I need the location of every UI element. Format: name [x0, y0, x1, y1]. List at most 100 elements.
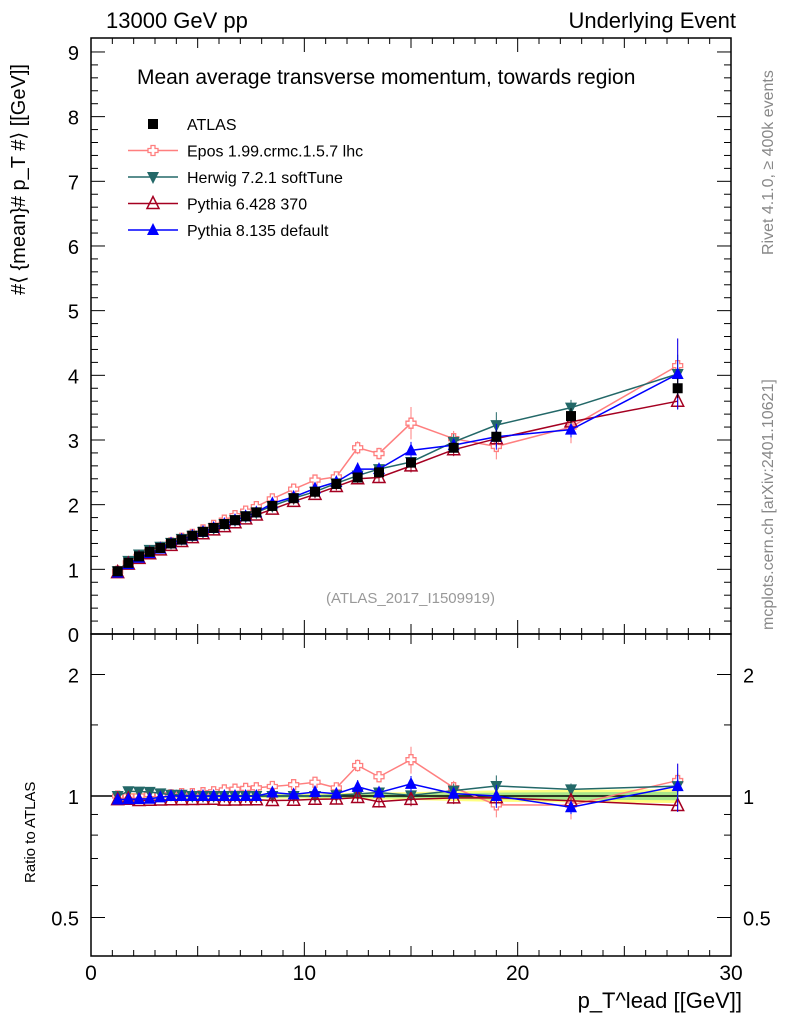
- data-point-atlas: [112, 566, 123, 577]
- data-point-atlas: [187, 530, 198, 541]
- legend-marker-atlas: [148, 119, 158, 129]
- series-line-pythia: [117, 400, 678, 574]
- ratio-point-pythia: [197, 789, 209, 801]
- series-line-pythia: [117, 373, 679, 574]
- header-right: Underlying Event: [568, 8, 736, 33]
- y-tick-label: 3: [68, 431, 79, 453]
- data-point-atlas: [240, 511, 251, 522]
- ratio-point-pythia: [266, 785, 279, 798]
- ratio-point-epos: [373, 771, 385, 783]
- y-tick-label: 2: [68, 496, 79, 518]
- data-point-atlas: [166, 538, 176, 549]
- data-point-atlas: [208, 522, 219, 533]
- data-point-atlas: [448, 442, 459, 453]
- data-point-pythia: [565, 422, 577, 435]
- data-point-atlas: [144, 546, 155, 557]
- ratio-point-pythia: [250, 789, 263, 801]
- data-point-epos: [405, 417, 417, 429]
- ratio-y-tick-label: 2: [68, 666, 79, 688]
- data-point-epos: [352, 442, 364, 454]
- legend-label-herwig: Herwig 7.2.1 softTune: [187, 170, 343, 187]
- ratio-point-pythia: [175, 789, 188, 801]
- ratio-y-tick-label-right: 1: [743, 787, 754, 809]
- ratio-point-herwig: [565, 784, 577, 797]
- data-point-atlas: [352, 472, 363, 483]
- ratio-point-pythia: [218, 789, 231, 801]
- data-point-atlas: [198, 526, 208, 537]
- data-point-atlas: [251, 507, 262, 518]
- data-point-pythia: [351, 462, 364, 475]
- x-axis-label: p_T^lead [[GeV]]: [577, 988, 742, 1013]
- data-point-atlas: [219, 519, 230, 530]
- data-point-atlas: [310, 486, 320, 497]
- ratio-point-pythia: [307, 790, 323, 805]
- ratio-point-pythia: [122, 792, 135, 805]
- data-point-epos: [309, 474, 321, 486]
- ratio-point-pythia: [239, 789, 252, 801]
- ratio-point-pythia: [154, 790, 167, 803]
- ratio-y-tick-label: 1: [68, 787, 79, 809]
- y-tick-label: 8: [68, 108, 79, 130]
- y-tick-label: 4: [68, 366, 79, 388]
- ratio-point-epos: [288, 779, 300, 791]
- ratio-y-tick-label-right: 2: [743, 666, 754, 688]
- data-point-atlas: [267, 500, 278, 511]
- ratio-point-pythia: [373, 785, 385, 798]
- ratio-point-pythia: [330, 786, 343, 799]
- ratio-point-pythia: [350, 788, 365, 804]
- legend-label-atlas: ATLAS: [187, 117, 237, 134]
- data-point-atlas: [672, 383, 683, 394]
- ratio-y-tick-label: 0.5: [51, 909, 79, 931]
- series-line-herwig: [117, 373, 678, 572]
- series-line-epos: [117, 364, 679, 572]
- ratio-point-pythia: [229, 789, 241, 801]
- legend-marker-pythia: [147, 223, 159, 235]
- legend-marker-epos: [147, 144, 159, 157]
- ratio-point-pythia: [111, 792, 124, 805]
- data-point-atlas: [230, 515, 240, 526]
- y-tick-label: 6: [68, 237, 79, 259]
- ratio-point-pythia: [447, 786, 460, 799]
- data-point-pythia: [671, 367, 684, 380]
- ratio-point-pythia: [405, 776, 417, 789]
- y-tick-label: 0: [68, 625, 79, 647]
- legend-label-pythia: Pythia 6.428 370: [187, 197, 307, 214]
- ratio-point-pythia: [207, 789, 220, 801]
- ratio-point-pythia: [671, 779, 684, 792]
- data-point-atlas: [406, 457, 416, 468]
- ratio-point-epos: [352, 759, 364, 772]
- data-point-atlas: [374, 467, 384, 478]
- legend-label-pythia: Pythia 8.135 default: [187, 223, 329, 240]
- ratio-point-epos: [405, 754, 417, 766]
- x-tick-label: 0: [85, 962, 97, 985]
- ratio-point-pythia: [133, 791, 145, 804]
- header-left: 13000 GeV pp: [106, 8, 248, 33]
- data-point-atlas: [566, 411, 576, 422]
- ratio-point-pythia: [351, 779, 364, 792]
- data-point-atlas: [123, 557, 134, 568]
- data-point-atlas: [155, 542, 166, 553]
- data-point-atlas: [134, 551, 144, 562]
- x-tick-label: 20: [506, 962, 529, 985]
- x-tick-label: 30: [719, 962, 742, 985]
- ratio-y-tick-label-right: 0.5: [743, 909, 771, 931]
- ratio-point-pythia: [490, 789, 503, 801]
- data-point-atlas: [331, 478, 342, 489]
- data-point-atlas: [176, 534, 187, 545]
- ratio-point-pythia: [403, 790, 419, 806]
- ratio-point-pythia: [309, 785, 321, 798]
- legend-marker-pythia: [145, 194, 161, 210]
- plot-title: Mean average transverse momentum, toward…: [137, 66, 636, 89]
- data-point-atlas: [288, 493, 299, 504]
- data-point-atlas: [491, 431, 502, 442]
- data-point-pythia: [405, 443, 417, 456]
- y-tick-label: 1: [68, 560, 79, 582]
- ratio-point-pythia: [165, 789, 177, 801]
- x-tick-label: 10: [293, 962, 316, 985]
- legend-label-epos: Epos 1.99.crmc.1.5.7 lhc: [187, 144, 363, 161]
- ratio-point-pythia: [287, 787, 300, 800]
- y-tick-label: 9: [68, 43, 79, 65]
- data-point-epos: [373, 447, 385, 460]
- y-tick-label: 5: [68, 302, 79, 324]
